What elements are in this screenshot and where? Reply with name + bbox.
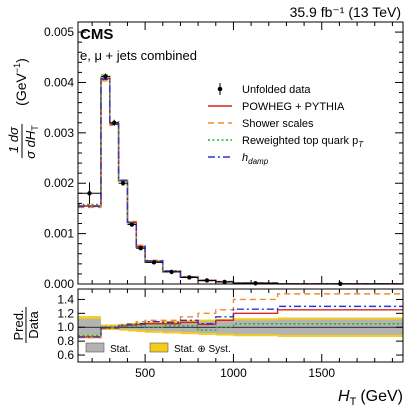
data-point: [109, 119, 119, 126]
data-marker: [222, 279, 227, 285]
ratio-legend-label: Stat.: [110, 344, 131, 355]
data-point: [118, 180, 128, 186]
y-axis-title-unit: (GeV−1): [12, 58, 29, 106]
y-axis-title-numerator: 1 dσ: [6, 126, 21, 153]
x-tick-label: 1500: [308, 366, 335, 380]
legend-entry: Unfolded data: [217, 83, 311, 96]
data-marker: [187, 275, 192, 280]
legend-label: Shower scales: [242, 118, 314, 130]
data-marker: [253, 281, 258, 286]
ratio-legend-swatch: [149, 342, 169, 353]
data-marker: [120, 181, 126, 186]
legend-label: Reweighted top quark pT: [242, 135, 364, 149]
ratio-y-tick-label: 1.0: [57, 320, 74, 334]
channel-label: e, μ + jets combined: [80, 48, 197, 63]
data-marker: [103, 74, 108, 79]
data-marker: [151, 260, 157, 265]
ratio-plot-frame: [77, 288, 404, 363]
experiment-label: CMS: [80, 26, 113, 43]
ratio-legend-label: Stat. ⊕ Syst.: [174, 344, 231, 355]
luminosity-label: 35.9 fb⁻¹ (13 TeV): [290, 4, 401, 20]
legend-entry: POWHEG + PYTHIA: [208, 101, 345, 113]
data-point: [180, 275, 199, 280]
x-tick-label: 1000: [220, 366, 247, 380]
legend-entry: hdamp: [208, 152, 269, 166]
y-tick-label: 0.001: [44, 227, 74, 241]
legend-label: hdamp: [242, 152, 269, 166]
ratio-plot: 0.60.81.01.21.4 500 1000 1500 Stat. Stat. ⊕ S…: [57, 288, 404, 380]
ratio-legend-swatch: [85, 342, 105, 353]
data-point: [198, 278, 216, 283]
ratio-legend-entry: Stat.: [85, 342, 131, 355]
ratio-y-tick-label: 0.6: [57, 348, 74, 362]
legend-label: Unfolded data: [242, 84, 311, 96]
x-tick-label: 500: [135, 366, 155, 380]
data-marker: [138, 246, 143, 251]
data-marker: [87, 191, 92, 196]
ratio-y-axis-title-top: Pred.: [11, 309, 26, 340]
legend-marker: [217, 86, 223, 92]
series-line-reweighted-top-quark-p-t: [78, 74, 403, 285]
ratio-y-axis-title: Pred. Data: [11, 307, 41, 343]
y-tick-label: 0.000: [44, 277, 74, 291]
ratio-y-tick-label: 1.2: [57, 306, 74, 320]
ratio-y-axis-title-bottom: Data: [26, 311, 41, 339]
y-tick-label: 0.002: [44, 176, 74, 190]
y-tick-label: 0.004: [44, 75, 74, 89]
data-point: [215, 279, 234, 285]
data-marker: [204, 278, 210, 283]
ratio-legend-entry: Stat. ⊕ Syst.: [149, 342, 231, 355]
data-marker: [112, 120, 117, 125]
data-marker: [129, 222, 135, 227]
data-point: [136, 246, 146, 251]
y-axis-title: 1 dσ σ dHT (GeV−1): [6, 58, 40, 159]
legend-label: POWHEG + PYTHIA: [242, 101, 345, 113]
y-axis-title-denominator: σ dHT: [23, 125, 40, 159]
main-plot: 0.000 0.001 0.002 0.003 0.004 0.005: [44, 21, 404, 291]
data-point: [100, 73, 110, 80]
legend-entry: Shower scales: [208, 118, 314, 130]
ratio-line-reweighted-top-quark-p-t: [78, 323, 403, 337]
data-point: [162, 269, 181, 275]
y-tick-label: 0.005: [44, 25, 74, 39]
y-tick-label: 0.003: [44, 126, 74, 140]
data-point: [127, 222, 137, 227]
x-axis-title: HT (GeV): [338, 388, 403, 407]
ratio-y-tick-label: 1.4: [57, 292, 74, 306]
data-point: [233, 281, 278, 286]
legend-entry: Reweighted top quark pT: [208, 135, 364, 149]
legend: Unfolded data POWHEG + PYTHIA Shower scale…: [208, 83, 364, 166]
ratio-y-tick-label: 0.8: [57, 334, 74, 348]
ratio-line-h-damp: [78, 305, 403, 338]
data-marker: [169, 269, 174, 275]
data-point: [145, 260, 163, 265]
